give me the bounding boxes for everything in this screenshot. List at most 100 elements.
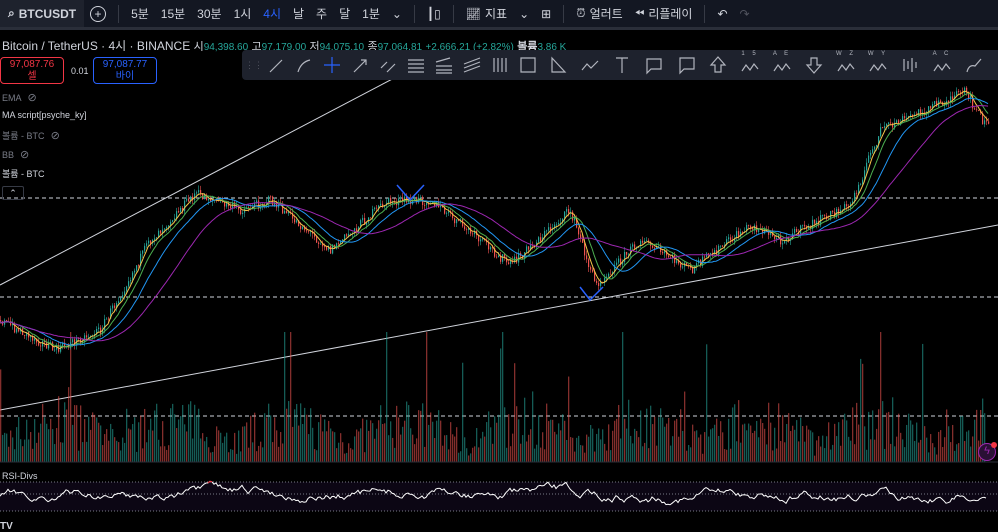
cross-line-tool[interactable] <box>318 51 346 79</box>
candle-body <box>782 243 784 245</box>
indicator-legend-item[interactable]: BB ⊘ <box>2 148 29 161</box>
volume-bar <box>780 441 782 462</box>
elliott-ae-tool[interactable]: A E <box>766 51 798 79</box>
volume-bar <box>686 450 688 462</box>
candle-body <box>902 116 904 123</box>
volume-bar <box>398 417 400 462</box>
candle-body <box>500 255 502 262</box>
arrow-down-tool[interactable] <box>798 51 830 79</box>
candle-body <box>6 320 8 322</box>
pitchfork-tool[interactable] <box>486 51 514 79</box>
tradingview-logo[interactable]: TV <box>0 521 13 532</box>
long-position-tool[interactable] <box>894 51 926 79</box>
alert-label: 얼러트 <box>589 7 623 21</box>
volume-bar <box>282 443 284 462</box>
rectangle-tool[interactable] <box>514 51 542 79</box>
abcd-tool[interactable]: A C <box>926 51 958 79</box>
candle-body <box>662 252 664 254</box>
sell-button[interactable]: 97,087.76 셀 <box>0 57 64 84</box>
volume-bar <box>586 434 588 462</box>
interval-4[interactable]: 4시 <box>263 7 281 21</box>
candle-body <box>722 245 724 247</box>
indicator-legend-item[interactable]: 볼륨 - BTC ⊘ <box>2 129 60 142</box>
interval-6[interactable]: 주 <box>316 7 328 21</box>
symbol-search[interactable]: ⌕ BTCUSDT <box>0 0 85 27</box>
candle-body <box>360 220 362 228</box>
volume-bar <box>932 443 934 462</box>
elliott-impulse-15-tool[interactable]: 1 5 <box>734 51 766 79</box>
candle-body <box>918 109 920 116</box>
volume-bar <box>958 443 960 462</box>
candle-body <box>696 263 698 267</box>
candle-body <box>106 318 108 320</box>
volume-bar <box>876 428 878 462</box>
triangle-tool[interactable] <box>542 51 574 79</box>
parallel-channel-tool[interactable] <box>374 51 402 79</box>
candle-body <box>810 226 812 229</box>
interval-dropdown[interactable]: ⌄ <box>386 7 408 21</box>
indicator-legend-item[interactable]: EMA ⊘ <box>2 91 37 104</box>
eye-off-icon[interactable]: ⊘ <box>27 92 37 104</box>
interval-8[interactable]: 1분 <box>362 7 380 21</box>
volume-bar <box>296 404 298 462</box>
buy-button[interactable]: 97,087.77 바이 <box>93 57 157 84</box>
interval-0[interactable]: 5분 <box>131 7 149 21</box>
collapse-legend-button[interactable]: ⌃ <box>2 186 24 200</box>
indicator-legend-item[interactable]: 볼륨 - BTC <box>2 167 45 180</box>
candle-body <box>320 243 322 245</box>
callout-tool[interactable] <box>638 51 670 79</box>
alert-button[interactable]: ⏰︎ 얼러트 <box>570 5 629 22</box>
price-chart[interactable] <box>0 30 998 531</box>
eye-off-icon[interactable]: ⊘ <box>50 130 60 142</box>
elliott-wz-tool[interactable]: W Z <box>830 51 862 79</box>
volume-bar <box>636 430 638 462</box>
undo-button[interactable]: ↶ <box>711 7 733 21</box>
redo-button[interactable]: ↷ <box>734 7 756 21</box>
volume-bar <box>768 402 770 462</box>
layouts-button[interactable]: ⊞ <box>535 7 557 21</box>
interval-2[interactable]: 30분 <box>197 7 222 21</box>
volume-bar <box>904 447 906 462</box>
fib-retracement-tool[interactable] <box>430 51 458 79</box>
lightning-icon[interactable]: ϟ <box>978 442 997 461</box>
volume-bar <box>738 400 740 462</box>
trend-line-tool[interactable] <box>262 51 290 79</box>
arrow-tool[interactable] <box>346 51 374 79</box>
volume-bar <box>594 451 596 462</box>
indicators-button[interactable]: 📈︎ 지표 ⌄ <box>460 5 535 22</box>
interval-1[interactable]: 15분 <box>160 7 186 21</box>
elliott-wy-tool[interactable]: W Y <box>862 51 894 79</box>
ray-tool[interactable] <box>290 51 318 79</box>
path-tool[interactable] <box>574 51 606 79</box>
brush-tool[interactable] <box>958 51 990 79</box>
volume-bar <box>468 455 470 462</box>
arrow-up-tool[interactable] <box>702 51 734 79</box>
comment-tool[interactable] <box>670 51 702 79</box>
volume-bar <box>532 391 534 462</box>
candle-body <box>414 197 416 201</box>
eye-off-icon[interactable]: ⊘ <box>20 149 30 161</box>
indicator-legend-item[interactable]: MA script[psyche_ky] <box>2 110 87 120</box>
fib-fan-tool[interactable] <box>458 51 486 79</box>
interval-5[interactable]: 날 <box>293 7 305 21</box>
compare-button[interactable]: + <box>84 5 112 22</box>
text-tool[interactable] <box>606 51 638 79</box>
horizontal-lines-tool[interactable] <box>402 51 430 79</box>
volume-bar <box>22 446 24 462</box>
open-label: 시 <box>193 41 204 53</box>
replay-button[interactable]: ⏪︎ 리플레이 <box>629 5 699 22</box>
volume-bar <box>758 437 760 462</box>
interval-3[interactable]: 1시 <box>233 7 252 21</box>
candle-body <box>494 247 496 257</box>
chart-type-button[interactable]: ┃▯ <box>421 7 447 21</box>
volume-bar <box>266 417 268 462</box>
volume-bar <box>208 447 210 462</box>
volume-bar <box>322 431 324 462</box>
drag-handle[interactable]: ⋮⋮ <box>245 59 263 70</box>
candle-body <box>196 192 198 194</box>
candle-body <box>634 244 636 249</box>
interval-7[interactable]: 달 <box>339 7 351 21</box>
candle-body <box>102 329 104 335</box>
candle-body <box>742 231 744 233</box>
candle-body <box>610 273 612 275</box>
